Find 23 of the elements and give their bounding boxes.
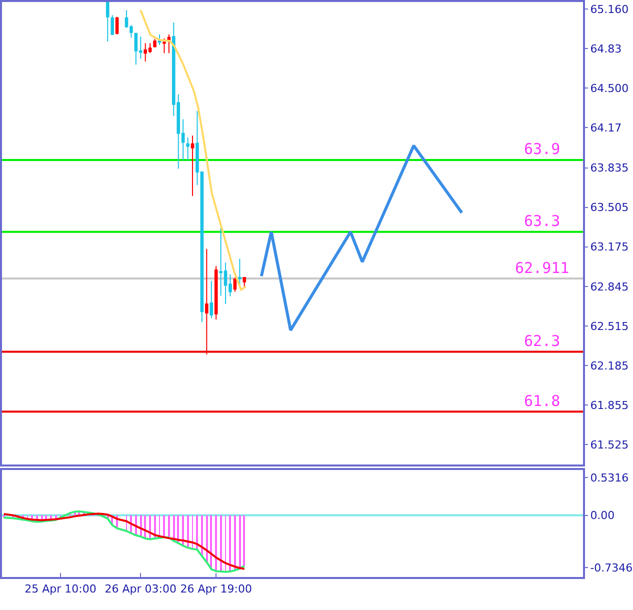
- y-tick-label: 62.845: [590, 280, 629, 294]
- y-tick-label: 62.515: [590, 320, 629, 333]
- ref-line-label: 63.9: [524, 140, 560, 158]
- y-tick-label: 64.83: [590, 42, 622, 56]
- y-tick-label: 65.160: [590, 2, 629, 16]
- x-tick-label: 26 Apr 03:00: [104, 582, 177, 596]
- y-tick-label: 64.17: [590, 121, 622, 134]
- y-tick-label: 0.5316: [590, 471, 629, 484]
- y-tick-label: 63.175: [590, 240, 629, 254]
- ref-line-label: 61.8: [524, 392, 560, 410]
- y-tick-label: 0.00: [590, 509, 615, 522]
- y-tick-label: -0.7346: [590, 562, 633, 575]
- ref-line-label: 62.911: [515, 259, 570, 277]
- x-tick-label: 25 Apr 10:00: [24, 582, 96, 596]
- y-tick-label: 62.185: [590, 359, 629, 372]
- x-tick-label: 26 Apr 19:00: [180, 582, 252, 596]
- y-tick-label: 63.835: [590, 162, 629, 175]
- y-tick-label: 61.855: [590, 398, 629, 412]
- ref-line-label: 62.3: [524, 332, 560, 350]
- y-tick-label: 64.500: [590, 82, 629, 95]
- y-tick-label: 63.505: [590, 201, 629, 214]
- ref-line-label: 63.3: [524, 212, 560, 230]
- y-tick-label: 61.525: [590, 438, 629, 452]
